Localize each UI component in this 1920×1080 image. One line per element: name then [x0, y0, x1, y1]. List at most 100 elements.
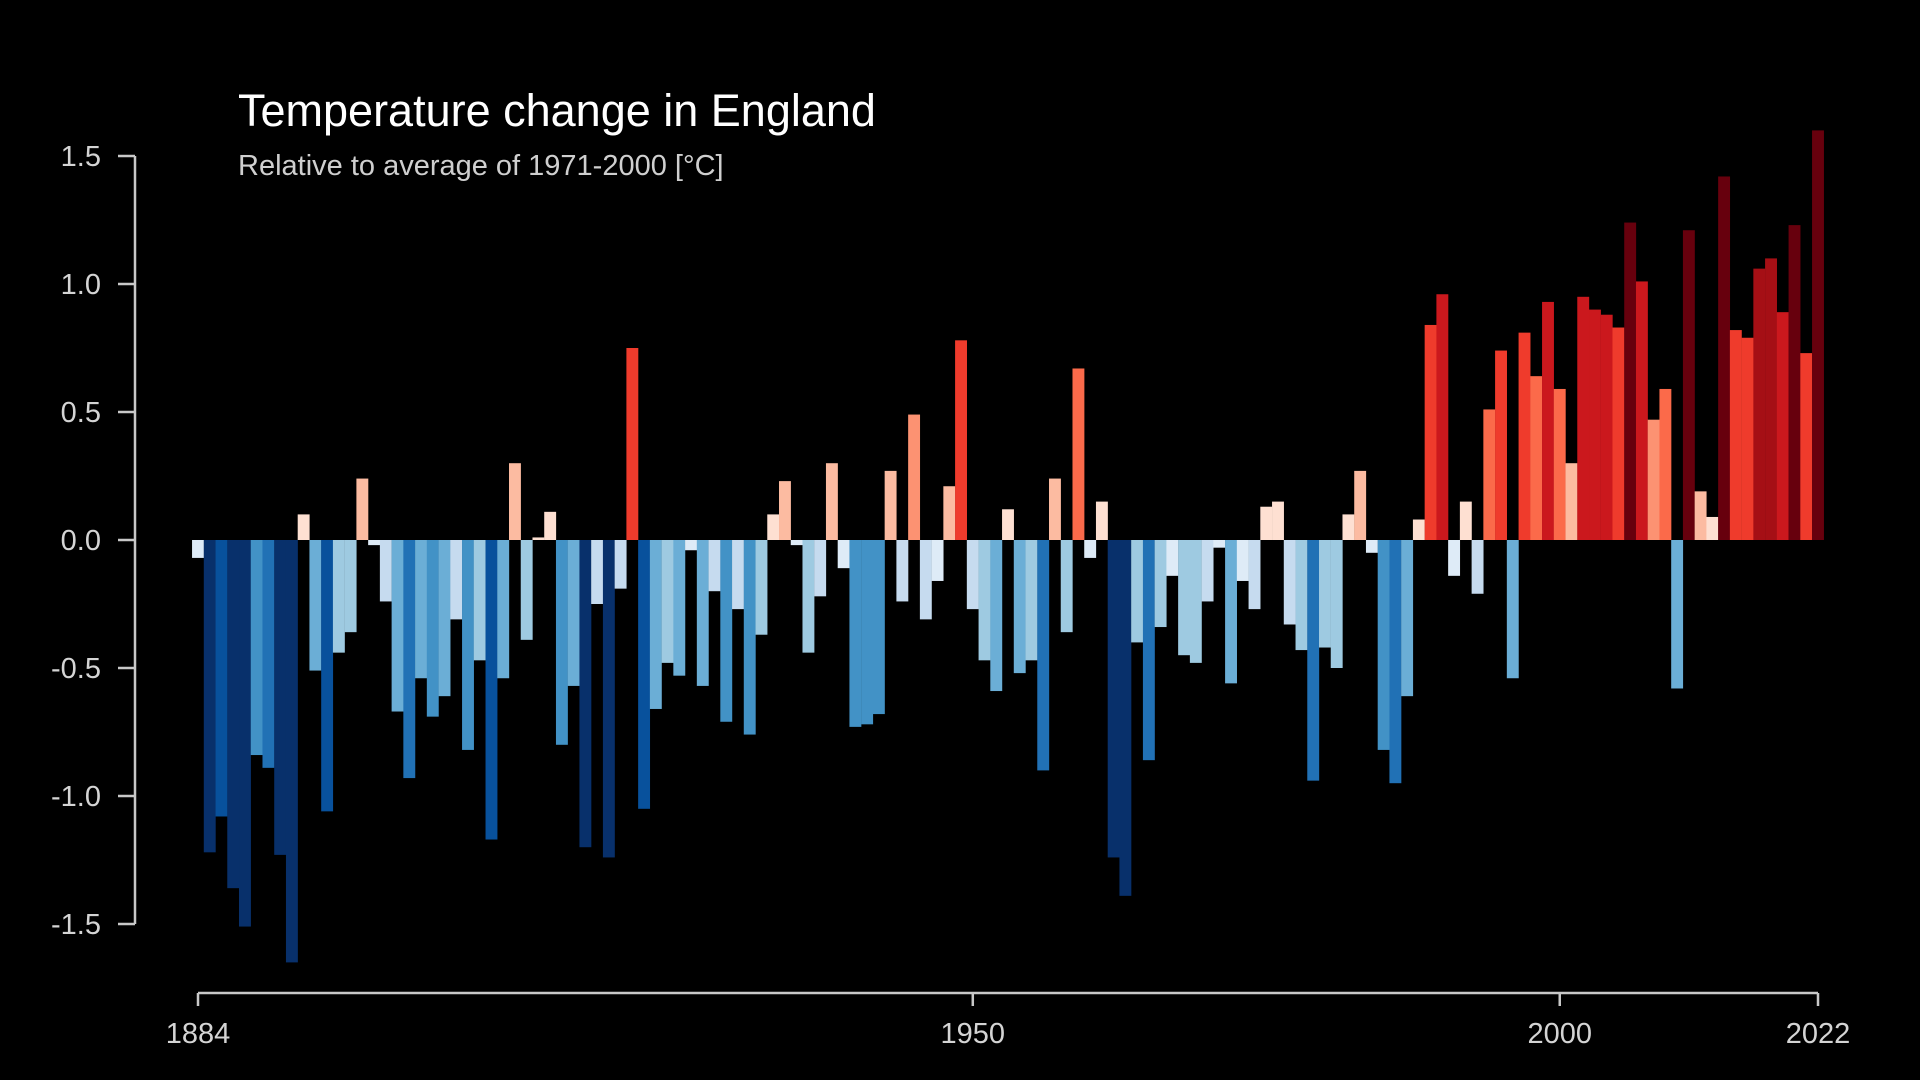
bar-1930 [732, 540, 744, 610]
bar-1983 [1354, 470, 1367, 540]
bar-1982 [1342, 514, 1355, 540]
bar-1979 [1307, 540, 1320, 781]
bar-1920 [614, 540, 627, 589]
bar-1899 [368, 540, 381, 546]
bar-1948 [943, 486, 956, 540]
bar-1942 [872, 540, 885, 715]
bar-1967 [1166, 540, 1179, 576]
bar-1972 [1225, 540, 1237, 684]
bar-1993 [1471, 540, 1484, 594]
bar-2020 [1788, 225, 1801, 540]
bar-1914 [544, 511, 557, 540]
bar-1898 [356, 478, 369, 540]
bar-1952 [990, 540, 1003, 692]
bar-1968 [1178, 540, 1191, 656]
bar-1961 [1095, 501, 1108, 540]
bar-2012 [1694, 491, 1707, 540]
bar-1927 [696, 540, 709, 686]
bar-1890 [262, 540, 275, 768]
bar-1956 [1037, 540, 1050, 771]
bar-2017 [1753, 268, 1766, 540]
bar-1918 [591, 540, 604, 604]
bar-1888 [239, 540, 251, 927]
bar-1951 [978, 540, 991, 661]
bar-2010 [1671, 540, 1684, 689]
bar-1963 [1119, 540, 1132, 896]
bar-1976 [1272, 501, 1284, 540]
x-tick-label: 2000 [1527, 1018, 1592, 1050]
bar-1990 [1436, 294, 1449, 540]
bar-1997 [1518, 332, 1531, 540]
bar-1900 [379, 540, 392, 602]
bar-2008 [1647, 419, 1660, 540]
bar-1884 [192, 540, 204, 558]
y-tick-label: 0.5 [61, 397, 101, 429]
bar-1931 [743, 540, 756, 735]
bar-2014 [1718, 176, 1731, 541]
bar-1962 [1107, 540, 1120, 858]
bar-1989 [1424, 324, 1437, 540]
bar-1954 [1013, 540, 1026, 674]
bar-1959 [1072, 368, 1085, 540]
bar-1943 [884, 470, 897, 540]
bar-1889 [250, 540, 263, 756]
bar-1924 [661, 540, 674, 663]
bar-1980 [1319, 540, 1331, 648]
y-tick-label: 1.0 [61, 269, 101, 301]
bar-1925 [673, 540, 686, 676]
bar-1970 [1201, 540, 1214, 602]
x-axis: 1884 1950 2000 2022 [166, 991, 1850, 1050]
bar-1991 [1448, 540, 1461, 576]
bar-1969 [1189, 540, 1202, 663]
bar-2013 [1706, 516, 1719, 540]
bar-2003 [1589, 309, 1601, 540]
bar-2007 [1635, 281, 1648, 540]
bar-1891 [274, 540, 287, 855]
bar-1988 [1412, 519, 1425, 540]
y-tick-label: -1.0 [51, 781, 101, 813]
bar-1935 [790, 540, 803, 546]
bar-1937 [814, 540, 827, 597]
bar-1913 [532, 537, 545, 540]
bar-1986 [1389, 540, 1402, 784]
bar-1907 [462, 540, 474, 750]
bar-1919 [602, 540, 615, 858]
bar-1987 [1401, 540, 1414, 697]
bar-1973 [1236, 540, 1249, 581]
bar-1926 [685, 540, 697, 551]
bar-1885 [203, 540, 216, 853]
bar-1896 [332, 540, 345, 653]
bar-1909 [485, 540, 498, 840]
bar-1936 [802, 540, 815, 653]
bar-1906 [450, 540, 463, 620]
bar-1912 [520, 540, 533, 640]
bar-1887 [227, 540, 240, 889]
bar-2009 [1659, 388, 1672, 540]
bar-1966 [1154, 540, 1167, 628]
bar-1947 [931, 540, 944, 581]
bar-1903 [415, 540, 427, 679]
bar-1960 [1084, 540, 1097, 558]
bar-1998 [1530, 376, 1543, 540]
bar-1886 [215, 540, 228, 817]
bar-1915 [555, 540, 568, 745]
bar-1897 [344, 540, 357, 633]
bar-1985 [1377, 540, 1390, 750]
bar-1921 [626, 348, 639, 540]
bar-2016 [1741, 337, 1754, 540]
bar-1965 [1142, 540, 1155, 761]
bar-2000 [1553, 388, 1566, 540]
bar-2005 [1612, 327, 1625, 540]
bar-1895 [321, 540, 334, 812]
y-tick-label: 1.5 [61, 141, 101, 173]
bar-1994 [1483, 409, 1496, 540]
bar-2022 [1812, 130, 1824, 540]
bar-2015 [1729, 330, 1742, 540]
bar-1939 [837, 540, 850, 569]
bar-2019 [1776, 312, 1789, 540]
bar-1945 [908, 414, 921, 540]
bar-1905 [438, 540, 451, 697]
bar-2021 [1800, 353, 1813, 540]
bar-1944 [896, 540, 909, 602]
